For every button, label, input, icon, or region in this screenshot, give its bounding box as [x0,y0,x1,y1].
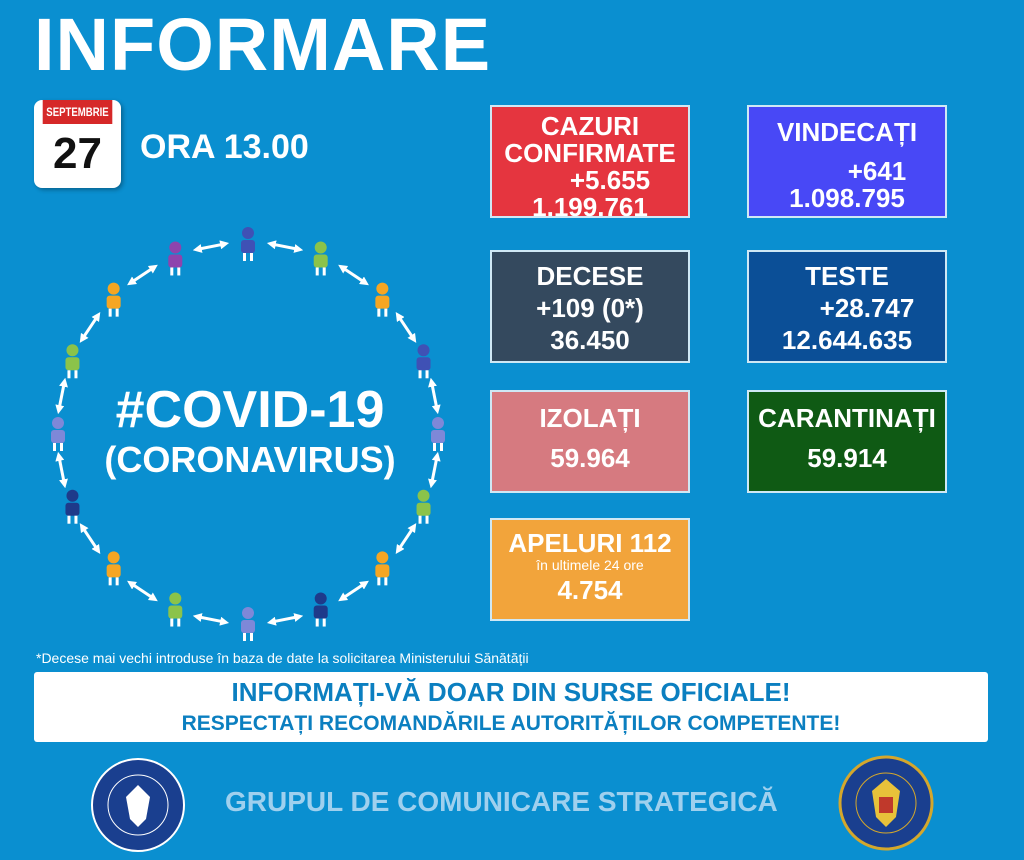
double-arrow-icon [127,264,158,286]
person-figure-icon [416,344,431,379]
double-arrow-icon [79,312,101,343]
box-delta: +641 [847,156,907,186]
box-sublabel: în ultimele 24 ore [536,557,644,573]
calendar-icon: SEPTEMBRIE 27 [34,100,121,188]
isolated-box: IZOLAȚI 59.964 [490,390,690,493]
person-figure-icon [106,282,121,317]
page-title: INFORMARE [34,3,492,86]
person-figure-icon [241,607,255,641]
double-arrow-icon [55,377,68,415]
double-arrow-icon [338,264,369,286]
person-figure-icon [65,344,80,379]
person-figure-icon [313,241,328,276]
box-total: 59.914 [807,443,887,473]
box-label: TESTE [805,261,889,291]
calendar-day: 27 [53,129,102,178]
double-arrow-icon [127,580,158,602]
box-label: VINDECAȚI [776,117,918,147]
double-arrow-icon [395,312,417,343]
box-delta: +28.747 [819,293,915,323]
people-ring-illustration [51,227,445,641]
double-arrow-icon [428,377,441,415]
box-label: APELURI 112 [508,528,672,558]
calls-112-box: APELURI 112 în ultimele 24 ore 4.754 [490,518,690,621]
person-figure-icon [168,241,183,276]
box-total: 36.450 [550,325,630,355]
person-figure-icon [375,551,390,586]
person-figure-icon [51,417,65,451]
box-label: IZOLAȚI [539,403,641,433]
box-total: 59.964 [550,443,630,473]
person-figure-icon [416,489,431,524]
double-arrow-icon [192,613,230,626]
box-label: CARANTINAȚI [758,403,936,433]
double-arrow-icon [55,451,68,489]
person-figure-icon [106,551,121,586]
banner-line-2: RESPECTAȚI RECOMANDĂRILE AUTORITĂȚILOR C… [181,712,841,735]
box-label: CAZURI [540,111,640,141]
box-label: CONFIRMATE [504,138,676,168]
box-total: 12.644.635 [781,325,913,355]
double-arrow-icon [266,613,304,626]
person-figure-icon [431,417,445,451]
box-total: 1.199.761 [532,192,648,222]
double-arrow-icon [338,580,369,602]
double-arrow-icon [192,240,230,253]
person-figure-icon [241,227,255,261]
report-time: ORA 13.00 [140,128,309,166]
box-delta: +5.655 [569,165,651,195]
tests-box: TESTE +28.747 12.644.635 [747,250,947,363]
double-arrow-icon [266,240,304,253]
dsu-seal-logo [838,755,934,851]
recovered-box: VINDECAȚI +641 1.098.795 [747,105,947,218]
box-total: 4.754 [557,575,623,605]
double-arrow-icon [79,523,101,554]
deaths-box: DECESE +109 (0*) 36.450 [490,250,690,363]
person-figure-icon [65,489,80,524]
government-seal-logo [91,758,185,852]
footer-organization: GRUPUL DE COMUNICARE STRATEGICĂ [225,786,778,817]
confirmed-cases-box: CAZURI CONFIRMATE +5.655 1.199.761 [490,105,690,222]
covid-heading: #COVID-19 (CORONAVIRUS) [60,380,440,480]
double-arrow-icon [395,523,417,554]
box-delta: +109 (0*) [536,293,644,323]
official-sources-banner: INFORMAȚI-VĂ DOAR DIN SURSE OFICIALE! RE… [34,672,988,742]
person-figure-icon [313,592,328,627]
covid-title: #COVID-19 [115,381,385,439]
person-figure-icon [168,592,183,627]
box-total: 1.098.795 [789,183,905,213]
quarantined-box: CARANTINAȚI 59.914 [747,390,947,493]
box-label: DECESE [536,261,644,291]
double-arrow-icon [428,451,441,489]
person-figure-icon [375,282,390,317]
calendar-month: SEPTEMBRIE [42,100,113,124]
footnote: *Decese mai vechi introduse în baza de d… [36,650,529,666]
covid-subtitle: (CORONAVIRUS) [104,439,396,480]
banner-line-1: INFORMAȚI-VĂ DOAR DIN SURSE OFICIALE! [231,677,791,707]
